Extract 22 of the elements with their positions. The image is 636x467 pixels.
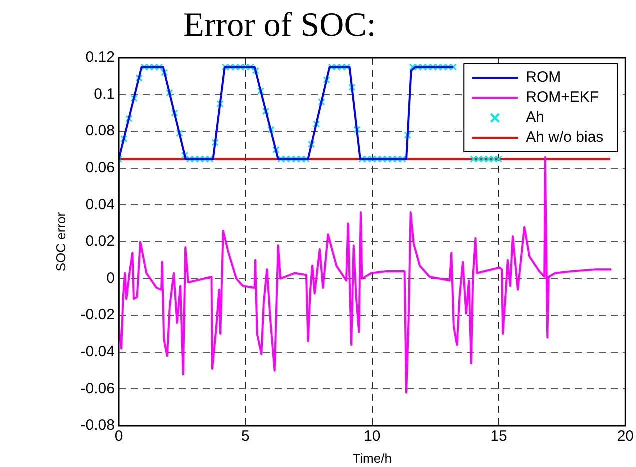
legend-label: Ah w/o bias [526,129,604,146]
x-tick-label: 5 [241,428,250,446]
y-tick-label: 0.04 [86,196,115,214]
y-tick-label: 0.1 [94,86,115,103]
x-tick-label: 10 [364,428,381,446]
x-axis-title: Time/h [352,450,392,466]
x-tick-label: 15 [490,428,508,446]
chart-title: Error of SOC: [182,6,378,46]
y-tick-label: 0.08 [86,122,115,140]
legend-label: Ah [526,109,544,126]
y-tick-label: 0 [106,270,115,287]
y-tick-label: 0.06 [86,160,115,177]
y-tick-label: -0.04 [80,344,115,361]
legend-label: ROM+EKF [526,89,600,106]
y-tick-label: -0.02 [80,306,115,324]
y-tick-label: 0.12 [86,49,115,66]
x-tick-label: 20 [617,428,634,446]
y-tick-label: 0.02 [86,233,115,250]
legend-label: ROM [526,69,562,86]
y-tick-label: -0.08 [80,417,115,434]
y-axis-title: SOC error [53,212,68,272]
y-tick-label: -0.06 [80,380,115,398]
